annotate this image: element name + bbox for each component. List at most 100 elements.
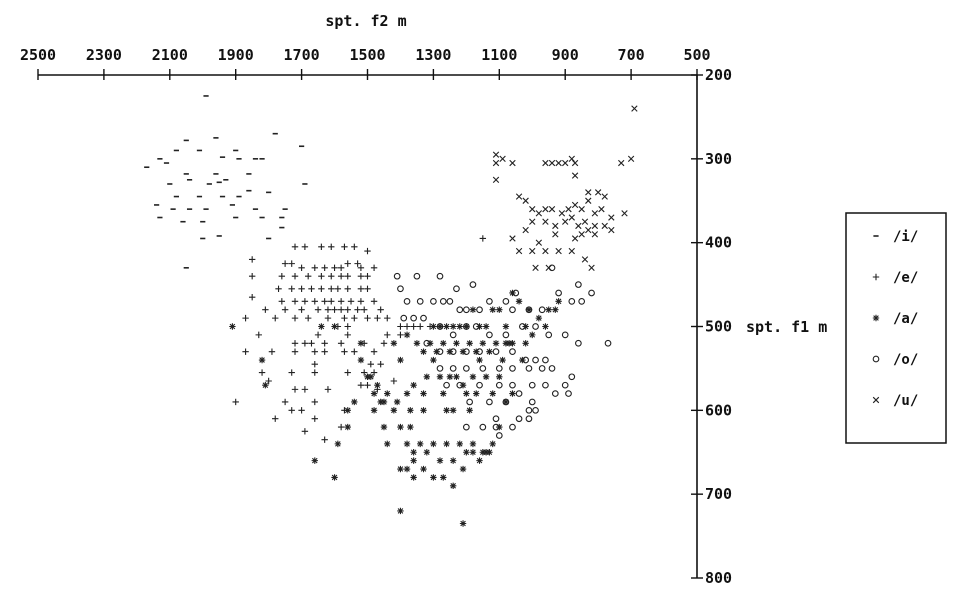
data-point xyxy=(367,361,374,368)
data-point xyxy=(298,407,305,414)
data-point xyxy=(621,210,628,217)
data-point xyxy=(515,298,523,305)
data-point xyxy=(449,482,457,489)
data-point xyxy=(258,369,266,376)
legend-label: /i/ xyxy=(893,229,918,245)
data-point xyxy=(344,285,351,292)
data-point xyxy=(463,306,470,314)
data-point xyxy=(552,231,559,238)
data-point xyxy=(262,381,269,389)
data-point xyxy=(301,386,309,393)
data-point xyxy=(618,159,625,167)
data-point xyxy=(578,231,585,238)
data-point xyxy=(502,398,510,406)
data-point xyxy=(278,298,286,305)
data-point xyxy=(318,273,325,280)
data-point xyxy=(321,264,328,272)
data-point xyxy=(548,205,556,213)
x-tick-label: 1900 xyxy=(218,46,254,64)
data-point xyxy=(304,314,312,322)
data-point xyxy=(472,323,480,330)
data-point xyxy=(463,390,470,397)
data-point xyxy=(328,243,335,251)
data-point xyxy=(502,323,510,330)
data-point xyxy=(529,205,536,213)
data-point xyxy=(248,273,256,280)
data-point xyxy=(469,306,477,313)
data-point xyxy=(331,323,338,330)
data-point xyxy=(393,398,401,406)
data-point xyxy=(390,340,398,347)
data-point xyxy=(551,390,559,397)
data-point xyxy=(496,373,503,380)
data-point xyxy=(571,235,579,242)
x-tick-label: 2300 xyxy=(86,46,122,64)
data-point xyxy=(311,398,318,406)
data-point xyxy=(403,298,411,305)
data-point xyxy=(417,440,424,448)
data-point xyxy=(351,314,358,322)
data-point xyxy=(436,323,444,330)
series-5 xyxy=(492,105,638,272)
data-point xyxy=(591,210,599,217)
data-point xyxy=(476,381,483,389)
data-point xyxy=(370,390,378,397)
y-tick-label: 300 xyxy=(705,150,732,168)
data-point xyxy=(430,323,437,330)
data-point xyxy=(331,306,338,313)
legend-marker xyxy=(872,355,880,363)
data-point xyxy=(262,306,269,313)
data-point xyxy=(489,306,496,313)
data-point xyxy=(436,365,444,372)
x-tick-label: 2100 xyxy=(152,46,188,64)
data-point xyxy=(255,331,262,339)
data-point xyxy=(575,339,582,347)
data-point xyxy=(384,390,391,397)
data-point xyxy=(420,314,427,322)
data-point xyxy=(463,323,470,330)
data-point xyxy=(469,440,477,448)
data-point xyxy=(542,356,549,364)
data-point xyxy=(232,398,239,406)
data-point xyxy=(311,264,318,272)
data-point xyxy=(384,440,391,448)
data-point xyxy=(555,247,562,255)
data-point xyxy=(344,331,351,339)
series-1 xyxy=(144,95,308,269)
x-tick-label: 500 xyxy=(683,46,710,64)
data-point xyxy=(308,340,315,347)
y-axis-title: spt. f1 m xyxy=(746,318,827,336)
data-point xyxy=(321,348,328,355)
data-point xyxy=(361,306,368,313)
data-point xyxy=(568,155,575,163)
data-point xyxy=(324,314,332,322)
data-point xyxy=(370,348,378,355)
legend-entry: /e/ xyxy=(872,270,918,286)
data-point xyxy=(502,298,510,305)
data-point xyxy=(509,159,516,167)
data-point xyxy=(466,340,473,347)
data-point xyxy=(575,281,582,288)
data-point xyxy=(400,314,408,322)
data-point xyxy=(515,247,523,255)
data-point xyxy=(337,340,345,347)
data-point xyxy=(529,331,536,339)
data-point xyxy=(436,323,444,330)
data-point xyxy=(449,457,457,464)
data-point xyxy=(308,285,315,292)
data-point xyxy=(608,214,615,221)
data-point xyxy=(351,348,358,355)
data-point xyxy=(499,155,506,163)
data-point xyxy=(463,348,470,356)
data-point xyxy=(439,298,447,305)
data-point xyxy=(357,340,365,347)
data-points xyxy=(144,95,638,527)
data-point xyxy=(321,298,328,305)
data-point xyxy=(509,348,516,356)
data-point xyxy=(525,415,533,423)
data-point xyxy=(413,272,421,280)
data-point xyxy=(324,386,332,393)
data-point xyxy=(357,356,365,364)
data-point xyxy=(509,235,516,242)
data-point xyxy=(552,222,559,230)
